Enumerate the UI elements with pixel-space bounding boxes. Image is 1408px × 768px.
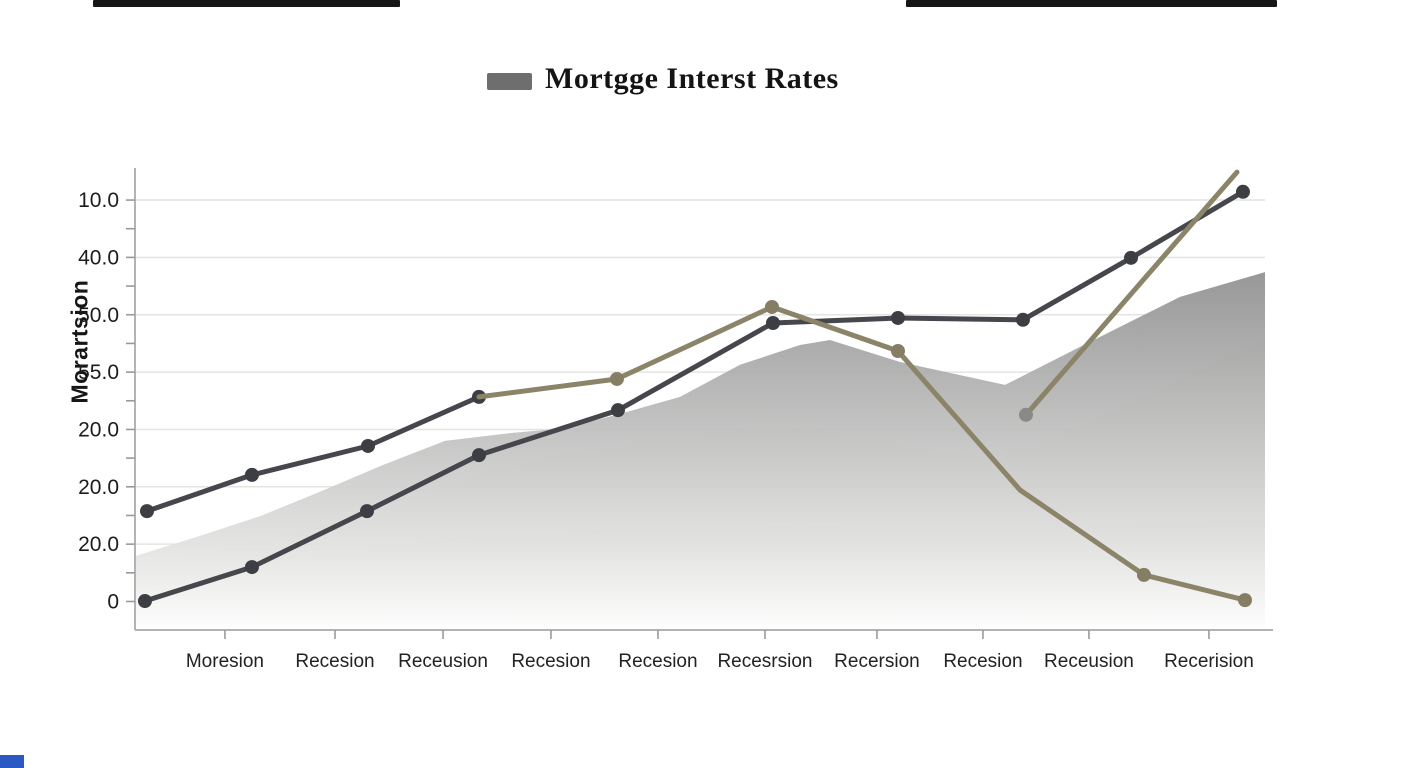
chart-header: Mortgge Interst Rates [487, 62, 839, 96]
x-category-label: Recesrsion [717, 651, 812, 672]
y-tick-label: 0 [107, 591, 119, 614]
data-point-olive-steep-rise [1019, 407, 1034, 422]
data-point-upper-dark-segment [244, 467, 259, 482]
x-category-label: Receusion [1044, 651, 1134, 672]
data-point-mortgage-rate-dark [1123, 250, 1138, 265]
y-tick-label: 50.0 [78, 304, 119, 327]
data-point-mortgage-rate-dark [471, 448, 486, 463]
x-category-label: Recersion [834, 651, 920, 672]
data-point-upper-dark-segment [139, 504, 154, 519]
series-line-upper-dark-segment [144, 394, 482, 514]
corner-accent [0, 755, 24, 768]
top-bar-right [906, 0, 1277, 7]
y-tick-label: 20.0 [78, 476, 119, 499]
chart-title: Mortgge Interst Rates [545, 62, 839, 95]
data-point-mortgage-rate-dark [890, 310, 905, 325]
y-tick-label: 55.0 [78, 361, 119, 384]
top-bar-left [93, 0, 400, 7]
data-point-mortgage-rate-dark [610, 403, 625, 418]
data-point-olive-peak-decline [1136, 567, 1151, 582]
x-category-label: Recesion [618, 651, 697, 672]
y-tick-label: 20.0 [78, 533, 119, 556]
y-tick-label: 10.0 [78, 189, 119, 212]
legend-swatch [487, 72, 532, 90]
area-mountain-fog [135, 519, 1265, 630]
data-point-mortgage-rate-dark [765, 316, 780, 331]
data-point-olive-peak-decline [890, 343, 905, 358]
x-category-label: Recesion [511, 651, 590, 672]
data-point-olive-peak-decline [1237, 593, 1252, 608]
series-line-olive-steep-rise [1023, 169, 1240, 418]
data-point-mortgage-rate-dark [137, 594, 152, 609]
data-point-olive-peak-decline [609, 371, 624, 386]
data-point-upper-dark-segment [361, 438, 376, 453]
x-category-label: Recesion [295, 651, 374, 672]
x-category-label: Recerision [1164, 651, 1254, 672]
x-category-label: Recesion [943, 651, 1022, 672]
y-tick-label: 20.0 [78, 418, 119, 441]
y-tick-label: 40.0 [78, 246, 119, 269]
series-line-mortgage-rate-dark [142, 189, 1246, 604]
data-point-olive-peak-decline [764, 299, 779, 314]
data-point-mortgage-rate-dark [359, 504, 374, 519]
data-point-mortgage-rate-dark [1235, 184, 1250, 199]
data-point-mortgage-rate-dark [1015, 312, 1030, 327]
x-category-label: Receusion [398, 651, 488, 672]
data-point-mortgage-rate-dark [244, 560, 259, 575]
x-category-label: Moresion [186, 651, 264, 672]
